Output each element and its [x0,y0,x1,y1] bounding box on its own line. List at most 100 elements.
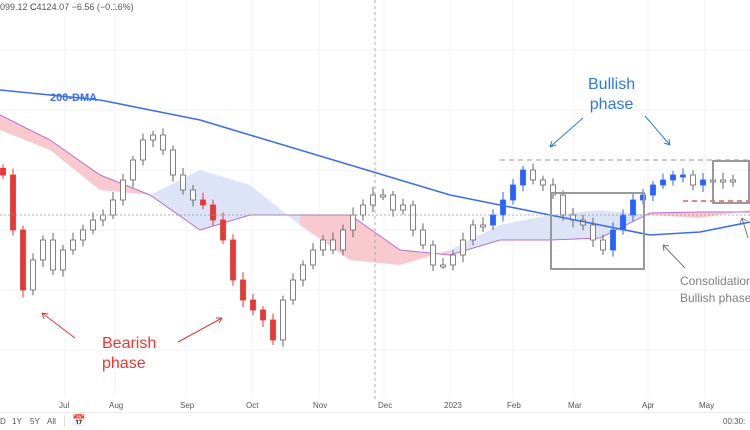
candle [100,209,106,226]
calendar-icon[interactable]: 📅 [72,415,86,427]
candle [530,163,536,185]
consolidation-label: Consolidation wi Bullish phase. [680,273,750,307]
consolidation-box [550,192,645,270]
candle [370,187,376,212]
candle [730,174,736,187]
price-chart[interactable] [0,0,750,400]
candle-body [560,194,566,216]
candle-body [10,174,16,231]
candle-body [700,179,706,186]
candle-body [680,174,686,178]
ichimoku-cloud-segment [650,212,700,218]
candle-body [210,204,216,221]
bearish-phase-label: Bearish phase [102,334,156,374]
bearish-line-1: Bearish [102,335,157,352]
candle-body [510,184,516,201]
candle [120,174,126,206]
candle-body [300,264,306,281]
candle-body [410,204,416,231]
x-tick-label: Jul [59,401,70,410]
candle-body [70,239,76,251]
consolidation-line-2: Bullish phase. [680,291,750,305]
ichimoku-cloud-segment [0,115,50,150]
range-1y[interactable]: 1Y [12,417,22,426]
candle [470,219,476,246]
candle-body [350,214,356,231]
bullish-phase-label: Bullish phase [588,75,635,115]
range-all[interactable]: All [47,417,56,426]
close-label: C [30,2,37,12]
candle-body [620,214,626,231]
x-tick-label: Mar [568,401,582,410]
candle-body [380,194,386,198]
candle [130,156,136,188]
x-tick-label: Nov [313,401,328,410]
x-tick-label: Sep [180,401,195,410]
candle [150,130,156,147]
candle [590,217,596,247]
candle-body [290,279,296,301]
ichimoku-cloud-segment [300,215,350,260]
ichimoku-cloud-segment [500,215,550,240]
x-tick-label: 2023 [444,401,462,410]
candle-body [50,239,56,271]
candle [140,133,146,166]
candle [270,313,276,345]
candle-body [270,319,276,341]
candle-body [490,214,496,226]
candle-body [80,229,86,241]
candle [10,168,16,236]
candle [490,209,496,230]
candle [80,224,86,247]
x-tick-label: Feb [507,401,521,410]
candle [450,250,456,271]
candle [40,235,46,267]
candle [180,168,186,195]
clock: 00:30: [723,417,746,426]
candle [340,224,346,256]
candle [190,185,196,207]
bearish-arrow-right [177,317,223,343]
candle [680,168,686,183]
candle [30,253,36,296]
range-d[interactable]: D [0,417,6,426]
candle-body [320,239,326,251]
candle-body [220,219,226,241]
x-tick-label: Oct [246,401,259,410]
candle [20,225,26,298]
candle [400,198,406,215]
candle [240,272,246,308]
candle [540,175,546,191]
candle-body [420,229,426,246]
candle-body [230,239,236,281]
change-value: −6.56 (−0.16%) [71,2,134,12]
bottom-toolbar: D 1Y 5Y All 📅 00:30: [0,412,750,430]
candle [330,232,336,254]
range-5y[interactable]: 5Y [30,417,40,426]
candle [220,212,226,244]
candle-body [500,199,506,216]
candle-body [250,299,256,311]
dma200-label: 200-DMA [50,92,98,104]
candle [650,181,656,201]
candle-body [90,219,96,231]
consolidation-arrow-2 [739,217,749,239]
candle-body [260,309,266,321]
candle-body [180,174,186,191]
candle-body [200,199,206,206]
candle [720,172,726,189]
bearish-line-2: phase [102,355,146,372]
x-tick-label: Dec [378,401,393,410]
candle-body [520,169,526,186]
ichimoku-cloud-segment [50,140,100,190]
candle-body [480,224,486,228]
candle-body [0,167,6,176]
candle-body [20,229,26,291]
candle-body [240,279,246,301]
candle [670,170,676,186]
candle [290,273,296,305]
candle-body [650,184,656,196]
bullish-line-2: phase [589,96,634,113]
candle-body [370,194,376,206]
candle-body [470,224,476,241]
